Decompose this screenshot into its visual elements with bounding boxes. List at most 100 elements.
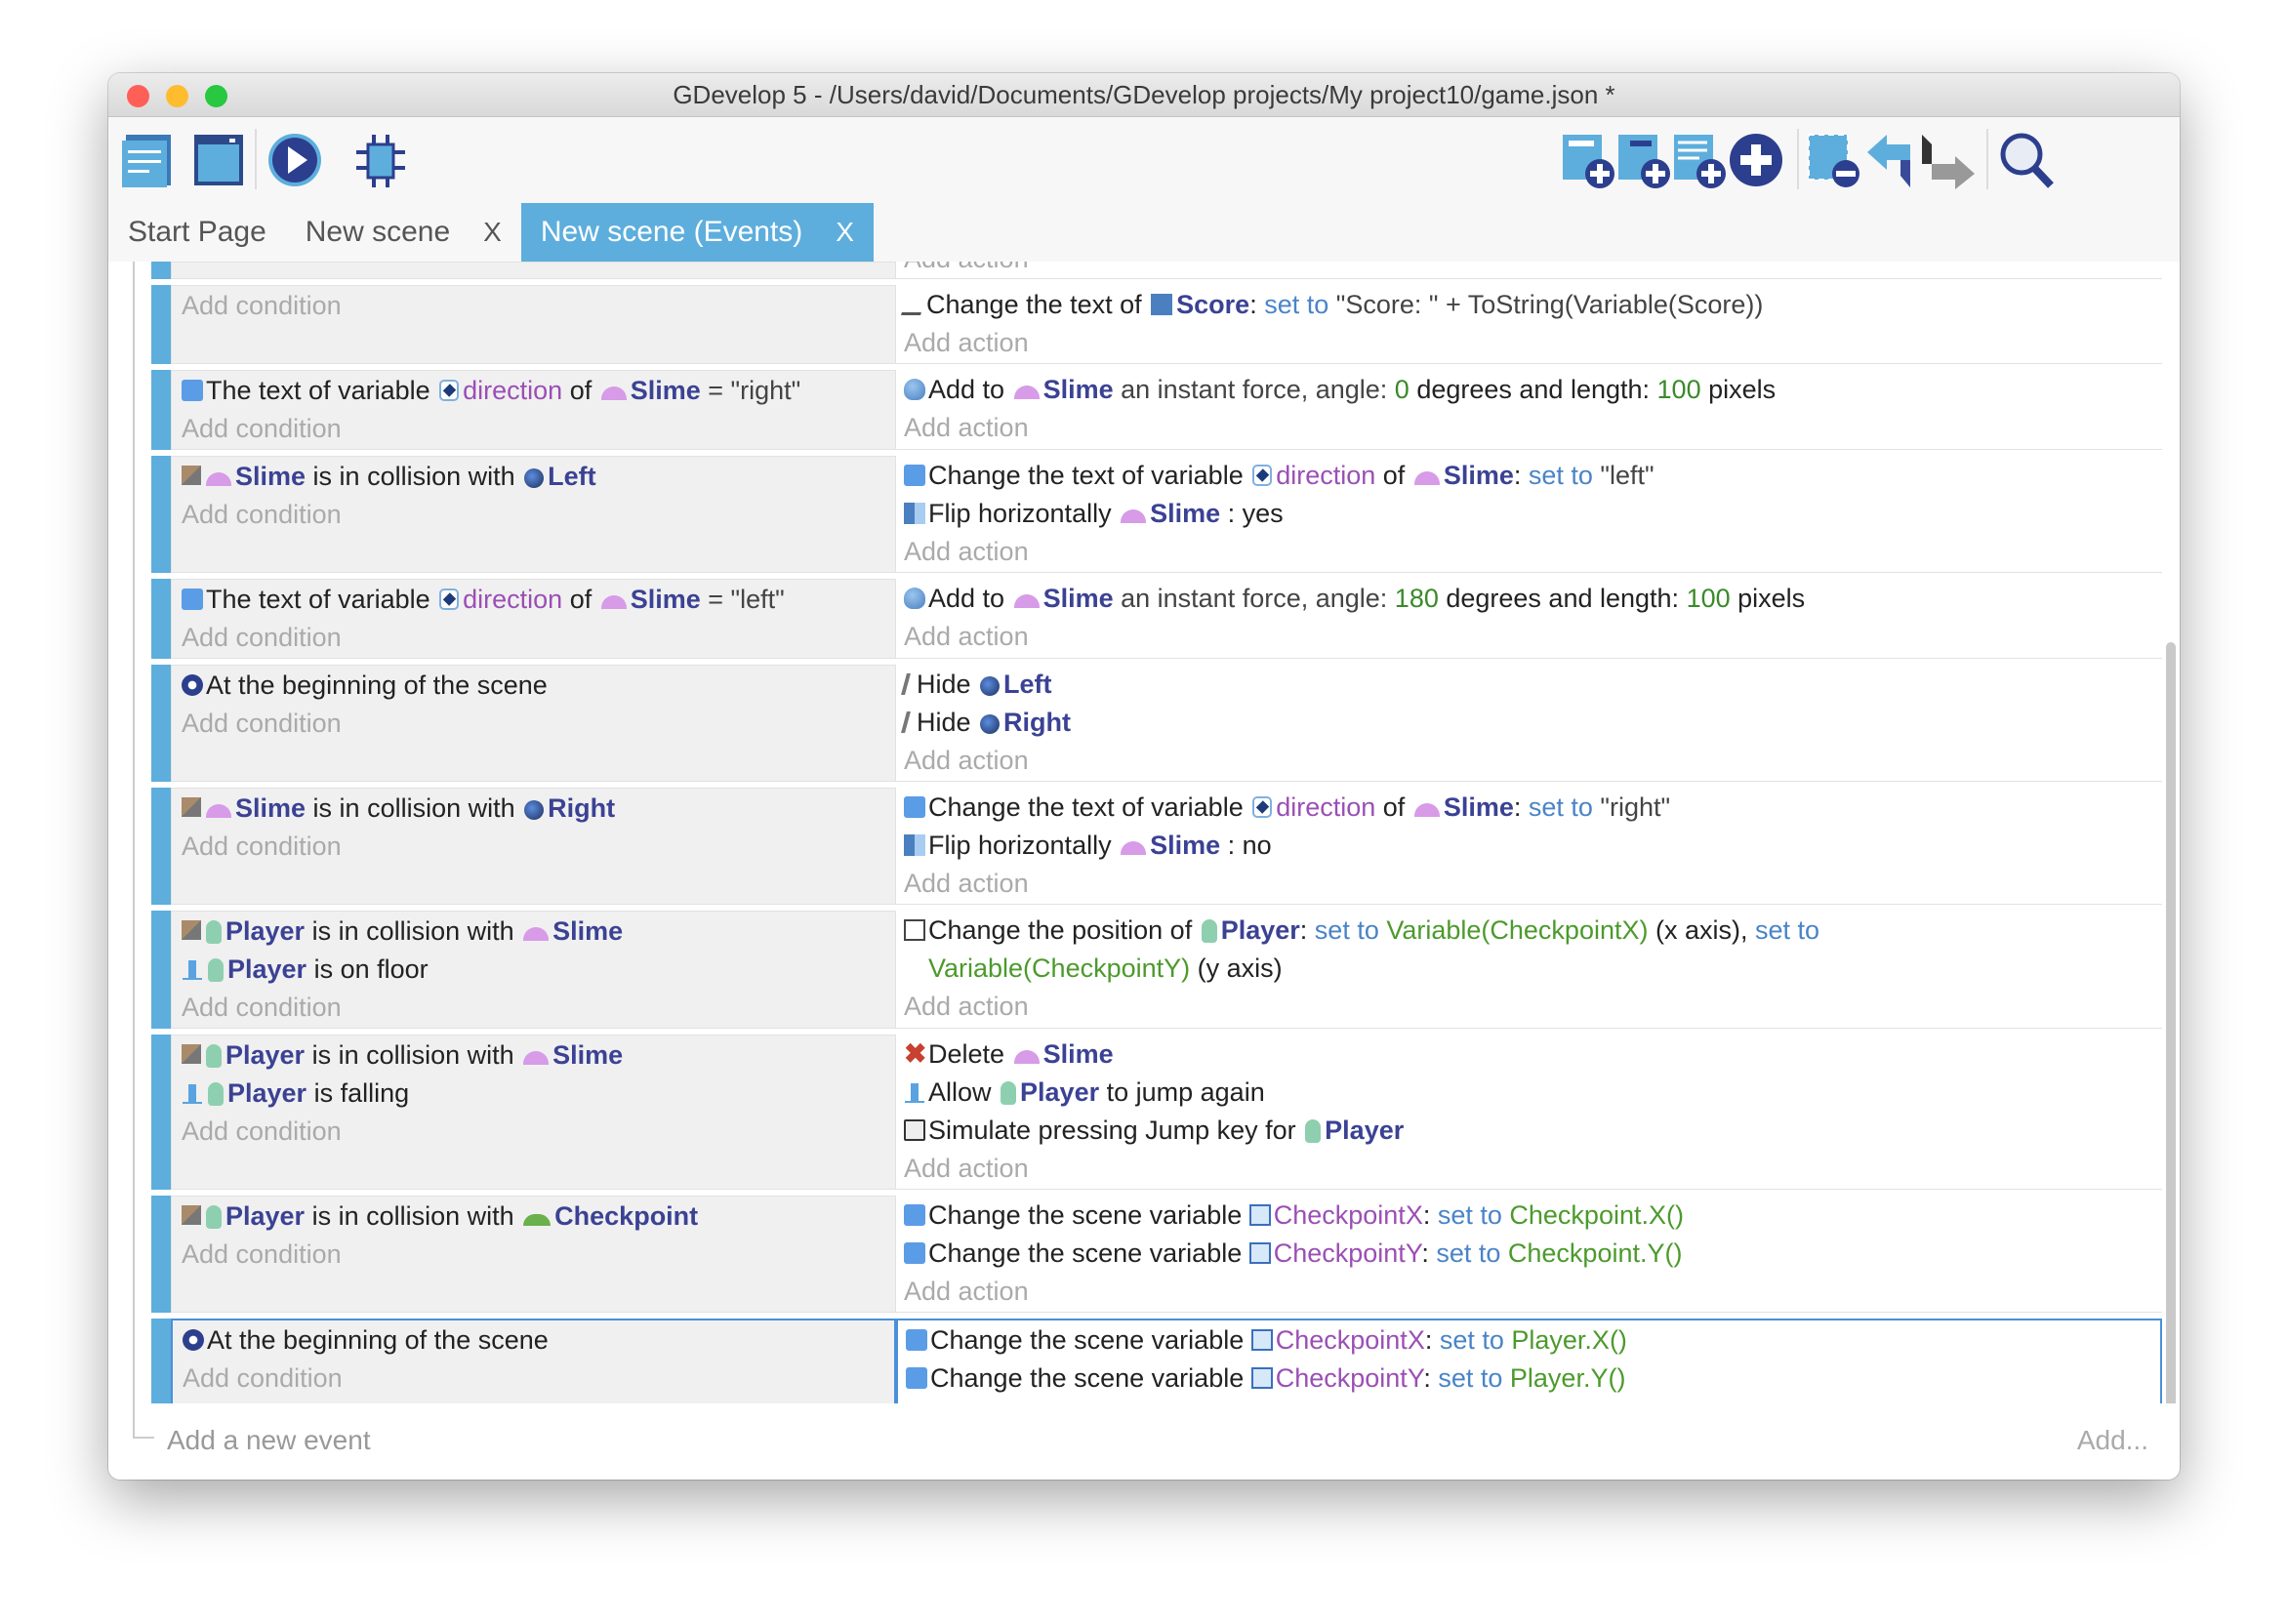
text-segment: is in collision with (306, 793, 523, 823)
action[interactable]: Change the text of Score: set to "Score:… (901, 286, 2154, 324)
condition[interactable]: The text of variable direction of Slime … (182, 581, 885, 619)
close-tab-icon[interactable]: X (836, 217, 854, 247)
event-row[interactable]: At the beginning of the scene Add conditi… (151, 1319, 2162, 1403)
event-row[interactable]: Player is in collision with Slime Player … (151, 1035, 2162, 1190)
undo-icon[interactable] (1865, 131, 1922, 189)
action[interactable]: Delete Slime (904, 1035, 2154, 1074)
debugger-icon[interactable] (352, 131, 409, 189)
event-drag-handle[interactable] (151, 665, 171, 782)
add-action-link[interactable]: Add action (904, 328, 1029, 357)
event-drag-handle[interactable] (151, 370, 171, 450)
action[interactable]: Change the position of Player: set to Va… (904, 912, 2154, 988)
action[interactable]: Add to Slime an instant force, angle: 18… (904, 580, 2154, 618)
force-icon (904, 588, 925, 609)
event-row[interactable]: At the beginning of the scene Add conditi… (151, 665, 2162, 782)
redo-icon[interactable] (1920, 131, 1977, 189)
add-action-link[interactable]: Add action (904, 413, 1029, 442)
add-condition-link[interactable]: Add condition (182, 993, 342, 1022)
condition[interactable]: The text of variable direction of Slime … (182, 372, 885, 410)
event-row-partial[interactable]: Add action (151, 262, 2162, 279)
add-action-link[interactable]: Add action (904, 262, 2154, 278)
event-row[interactable]: Slime is in collision with Right Add cond… (151, 788, 2162, 905)
add-sub-event-icon[interactable] (1616, 131, 1673, 189)
condition[interactable]: At the beginning of the scene (183, 1321, 884, 1360)
add-condition-link[interactable]: Add condition (183, 1363, 343, 1393)
condition[interactable]: Slime is in collision with Left (182, 458, 885, 496)
add-action-link[interactable]: Add action (906, 1398, 2152, 1403)
event-drag-handle[interactable] (151, 1035, 171, 1190)
event-row[interactable]: The text of variable direction of Slime … (151, 370, 2162, 450)
action[interactable]: Hide Right (901, 704, 2154, 742)
add-condition-link[interactable]: Add condition (182, 414, 342, 443)
action[interactable]: Flip horizontally Slime : yes (904, 495, 2154, 533)
event-drag-handle[interactable] (151, 788, 171, 905)
action[interactable]: Hide Left (901, 666, 2154, 704)
event-drag-handle[interactable] (151, 1319, 171, 1403)
condition[interactable]: Player is on floor (182, 951, 885, 989)
add-other-icon[interactable] (1728, 131, 1784, 189)
event-drag-handle[interactable] (151, 456, 171, 573)
action[interactable]: Change the scene variable CheckpointX: s… (904, 1197, 2154, 1235)
condition[interactable]: Slime is in collision with Right (182, 790, 885, 828)
add-action-link[interactable]: Add action (904, 1154, 1029, 1183)
add-condition-link[interactable]: Add condition (182, 291, 342, 320)
project-manager-icon[interactable] (120, 131, 177, 189)
add-condition-link[interactable]: Add condition (182, 709, 342, 738)
add-condition-link[interactable]: Add condition (182, 623, 342, 652)
add-condition-link[interactable]: Add condition (182, 1116, 342, 1146)
event-row[interactable]: Add condition Change the text of Score: s… (151, 285, 2162, 364)
minimize-window-button[interactable] (166, 85, 188, 107)
add-action-link[interactable]: Add action (904, 869, 1029, 898)
action[interactable]: Change the text of variable direction of… (904, 789, 2154, 827)
search-icon[interactable] (1998, 131, 2055, 189)
add-action-link[interactable]: Add action (904, 537, 1029, 566)
action[interactable]: Allow Player to jump again (904, 1074, 2154, 1112)
vertical-scrollbar[interactable] (2166, 642, 2176, 1403)
text-segment: Simulate pressing Jump key for (928, 1116, 1304, 1145)
condition[interactable]: Player is in collision with Slime (182, 1036, 885, 1075)
action[interactable]: Change the scene variable CheckpointX: s… (906, 1321, 2152, 1360)
add-condition-link[interactable]: Add condition (182, 1239, 342, 1269)
add-action-link[interactable]: Add action (904, 622, 1029, 651)
add-more-button[interactable]: Add... (2076, 1425, 2148, 1455)
condition[interactable]: Player is in collision with Checkpoint (182, 1198, 885, 1236)
condition[interactable]: At the beginning of the scene (182, 667, 885, 705)
event-row[interactable]: Player is in collision with Slime Player … (151, 911, 2162, 1029)
action[interactable]: Change the scene variable CheckpointY: s… (904, 1235, 2154, 1273)
scene-editor-icon[interactable] (190, 131, 247, 189)
action[interactable]: Change the scene variable CheckpointY: s… (906, 1360, 2152, 1398)
add-condition-link[interactable]: Add condition (182, 500, 342, 529)
action[interactable]: Change the text of variable direction of… (904, 457, 2154, 495)
preview-play-icon[interactable] (266, 131, 323, 189)
add-condition-link[interactable]: Add condition (182, 832, 342, 861)
tab-start-page[interactable]: Start Page (108, 203, 286, 262)
key-icon (904, 1119, 925, 1141)
actions-column: Hide Left Hide Right Add action (896, 665, 2162, 782)
add-action-link[interactable]: Add action (904, 992, 1029, 1021)
event-row[interactable]: The text of variable direction of Slime … (151, 579, 2162, 659)
tab-new-scene[interactable]: New scene X (286, 203, 521, 262)
event-drag-handle[interactable] (151, 285, 171, 364)
add-new-event-link[interactable]: Add a new event (167, 1425, 371, 1455)
object-variable-icon (439, 380, 460, 401)
close-window-button[interactable] (127, 85, 149, 107)
event-row[interactable]: Player is in collision with Checkpoint Ad… (151, 1196, 2162, 1313)
close-tab-icon[interactable]: X (483, 217, 502, 247)
slime-object-icon (1121, 509, 1147, 523)
event-row[interactable]: Slime is in collision with Left Add condi… (151, 456, 2162, 573)
condition[interactable]: Player is falling (182, 1075, 885, 1113)
delete-event-icon[interactable] (1807, 131, 1863, 189)
add-comment-icon[interactable] (1672, 131, 1729, 189)
action[interactable]: Simulate pressing Jump key for Player (904, 1112, 2154, 1150)
event-drag-handle[interactable] (151, 1196, 171, 1313)
action[interactable]: Add to Slime an instant force, angle: 0 … (904, 371, 2154, 409)
zoom-window-button[interactable] (205, 85, 227, 107)
add-event-icon[interactable] (1561, 131, 1617, 189)
event-drag-handle[interactable] (151, 911, 171, 1029)
event-drag-handle[interactable] (151, 579, 171, 659)
add-action-link[interactable]: Add action (904, 746, 1029, 775)
tab-new-scene-events[interactable]: New scene (Events) X (520, 203, 874, 262)
action[interactable]: Flip horizontally Slime : no (904, 827, 2154, 865)
add-action-link[interactable]: Add action (904, 1277, 1029, 1306)
condition[interactable]: Player is in collision with Slime (182, 913, 885, 951)
